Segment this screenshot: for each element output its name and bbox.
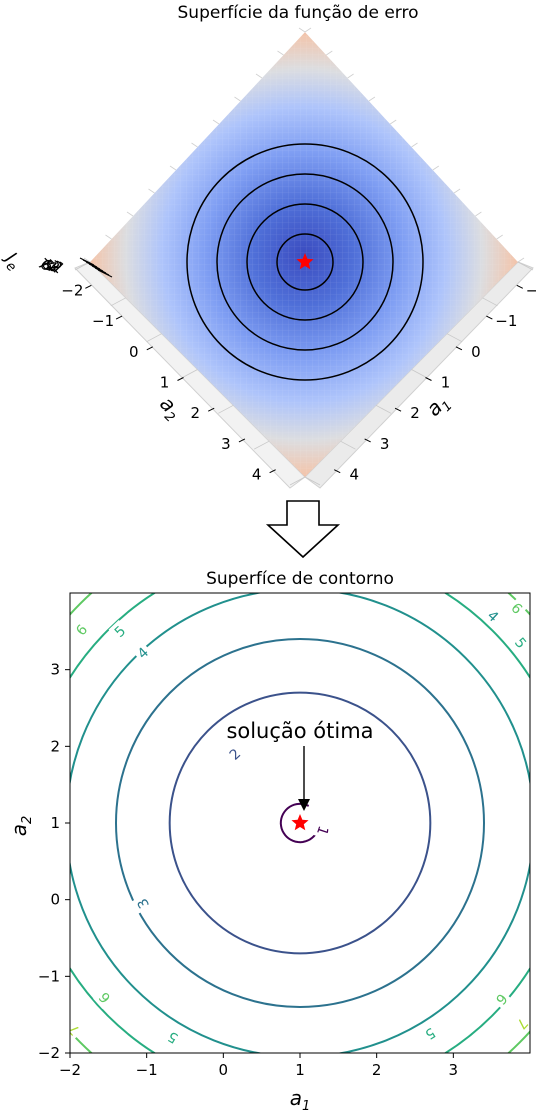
contour-y-tick-label: 0 bbox=[50, 891, 60, 909]
surface-contour bbox=[246, 203, 364, 321]
contour-xlabel: a1 bbox=[290, 1086, 311, 1110]
contour-x-tick-label: 2 bbox=[372, 1061, 382, 1079]
surface-y-tick-label: −1 bbox=[92, 312, 114, 330]
surface-contours bbox=[186, 143, 424, 381]
annotation-arrowhead bbox=[298, 799, 310, 811]
surface-y-tick-label: −2 bbox=[61, 281, 83, 299]
contour-line-level-2 bbox=[168, 691, 432, 955]
contour-y-tick-label: 1 bbox=[50, 814, 60, 832]
surface-title: Superfície da função de erro bbox=[178, 3, 419, 23]
surface-box-panes bbox=[74, 261, 534, 489]
surface-y-tick-label: 0 bbox=[129, 343, 139, 361]
contour-y-tick-label: −1 bbox=[38, 967, 60, 985]
optimum-annotation: solução ótima bbox=[226, 719, 373, 743]
transition-arrow bbox=[265, 500, 341, 559]
down-arrow-icon bbox=[265, 500, 341, 559]
contour-x-tick-label: −1 bbox=[136, 1061, 158, 1079]
surface-contour bbox=[216, 173, 394, 351]
surface-y-ticks: −2 −1 0 1 2 3 4 bbox=[61, 281, 276, 484]
surface-xlabel: a1 bbox=[421, 389, 455, 423]
surface-contour bbox=[186, 143, 424, 381]
surface-x-tick-label: 2 bbox=[410, 404, 420, 422]
surface-zlabel: Je bbox=[0, 247, 25, 275]
surface-x-ticks: −2 −1 0 1 2 3 4 bbox=[333, 281, 536, 484]
contour-y-tick-label: 3 bbox=[50, 661, 60, 679]
surface-x-tick-label: 3 bbox=[380, 435, 390, 453]
contour-x-tick-label: −2 bbox=[59, 1061, 81, 1079]
contour-line-level-1 bbox=[279, 802, 321, 844]
surface-y-tick-label: 3 bbox=[221, 435, 231, 453]
contour-x-tick-label: 1 bbox=[295, 1061, 305, 1079]
contour-x-tick-label: 0 bbox=[219, 1061, 229, 1079]
contour-line-level-3 bbox=[115, 638, 485, 1008]
contour-lines bbox=[70, 593, 530, 1053]
surface-y-tick-label: 1 bbox=[160, 374, 170, 392]
contour-y-tick-label: 2 bbox=[50, 737, 60, 755]
surface-y-tick-label: 2 bbox=[190, 404, 200, 422]
surface-contour bbox=[276, 233, 334, 291]
surface-ylabel: a2 bbox=[152, 391, 186, 425]
contour-x-ticks: −2 −1 0 1 2 3 bbox=[59, 1053, 458, 1079]
contour-optimum-star bbox=[291, 814, 309, 831]
contour-ylabel: a2 bbox=[7, 816, 35, 837]
error-surface-chart: Superfície da função de erro −2 −1 0 1 2 3 4 −… bbox=[0, 3, 536, 489]
surface-y-tick-label: 4 bbox=[252, 466, 262, 484]
surface-x-tick-label: −2 bbox=[526, 281, 536, 299]
surface-optimum-star bbox=[296, 253, 314, 270]
surface-x-tick-label: 0 bbox=[471, 343, 481, 361]
surface-x-tick-label: 4 bbox=[349, 466, 359, 484]
contour-y-ticks: −2 −1 0 1 2 3 bbox=[38, 661, 70, 1062]
contour-x-tick-label: 3 bbox=[449, 1061, 459, 1079]
surface-x-tick-label: −1 bbox=[495, 312, 517, 330]
surface-back-grid bbox=[83, 27, 525, 263]
contour-y-tick-label: −2 bbox=[38, 1044, 60, 1062]
contour-title: Superfíce de contorno bbox=[206, 569, 394, 589]
surface-x-tick-label: 1 bbox=[441, 374, 451, 392]
